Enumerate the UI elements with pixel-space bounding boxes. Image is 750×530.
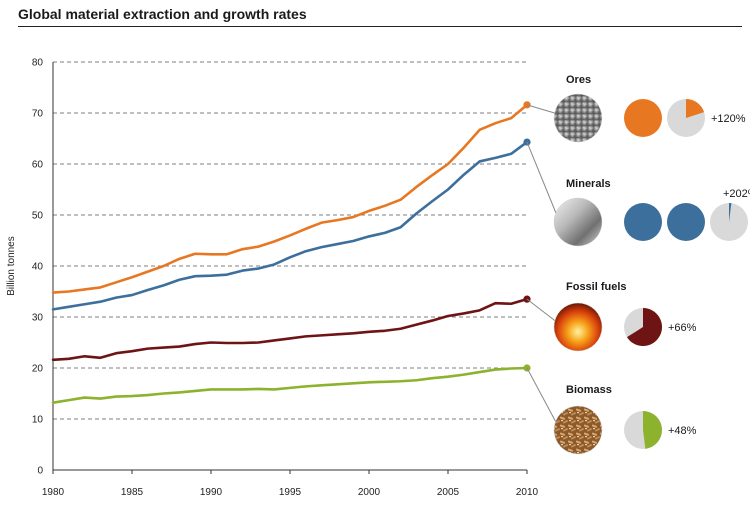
series-line-fossil-fuels (51, 297, 529, 362)
x-tick-label: 1995 (279, 487, 302, 498)
connector-biomass (526, 367, 559, 427)
x-tick-label: 1985 (121, 487, 144, 498)
y-tick-label: 0 (37, 466, 43, 477)
chart-title: Global material extraction and growth ra… (18, 6, 307, 22)
x-tick-label: 2000 (358, 487, 381, 498)
series-line-ores (51, 103, 529, 294)
legend-name-ores: Ores (566, 74, 591, 86)
series-line-minerals (51, 140, 529, 311)
growth-full-circle-ores (624, 99, 662, 137)
y-tick-label: 70 (32, 109, 44, 120)
minerals-photo-icon (553, 197, 603, 247)
fire-photo-icon (553, 302, 603, 352)
growth-full-circle-minerals (667, 203, 705, 241)
x-tick-label: 2010 (516, 487, 539, 498)
growth-pie-slice-biomass (643, 411, 663, 449)
legend-name-fossil-fuels: Fossil fuels (566, 281, 627, 293)
growth-label-minerals: +202% (723, 188, 750, 200)
y-tick-label: 80 (32, 58, 44, 69)
legend-name-minerals: Minerals (566, 178, 611, 190)
x-tick-label: 2005 (437, 487, 460, 498)
growth-label-biomass: +48% (668, 425, 697, 437)
x-tick-label: 1980 (42, 487, 65, 498)
y-axis-label: Billion tonnes (6, 236, 17, 295)
series-line-biomass (51, 366, 529, 404)
y-tick-label: 20 (32, 364, 44, 375)
growth-label-ores: +120% (711, 113, 746, 125)
growth-pie-slice-ores (686, 99, 705, 118)
woodchips-photo-icon (553, 405, 603, 455)
growth-pie-slice-minerals (729, 203, 732, 222)
legend-name-biomass: Biomass (566, 384, 612, 396)
x-tick-label: 1990 (200, 487, 223, 498)
title-rule (18, 26, 742, 27)
ore-rock-photo-icon (553, 93, 603, 143)
growth-full-circle-minerals (624, 203, 662, 241)
connector-ores (526, 104, 559, 115)
y-tick-label: 40 (32, 262, 44, 273)
y-tick-label: 50 (32, 211, 44, 222)
connector-minerals (526, 141, 559, 219)
growth-label-fossil-fuels: +66% (668, 322, 697, 334)
y-tick-label: 60 (32, 160, 44, 171)
y-tick-label: 30 (32, 313, 44, 324)
y-tick-label: 10 (32, 415, 44, 426)
growth-pie-slice-fossil-fuels (626, 308, 662, 346)
connector-fossil-fuels (526, 298, 559, 324)
